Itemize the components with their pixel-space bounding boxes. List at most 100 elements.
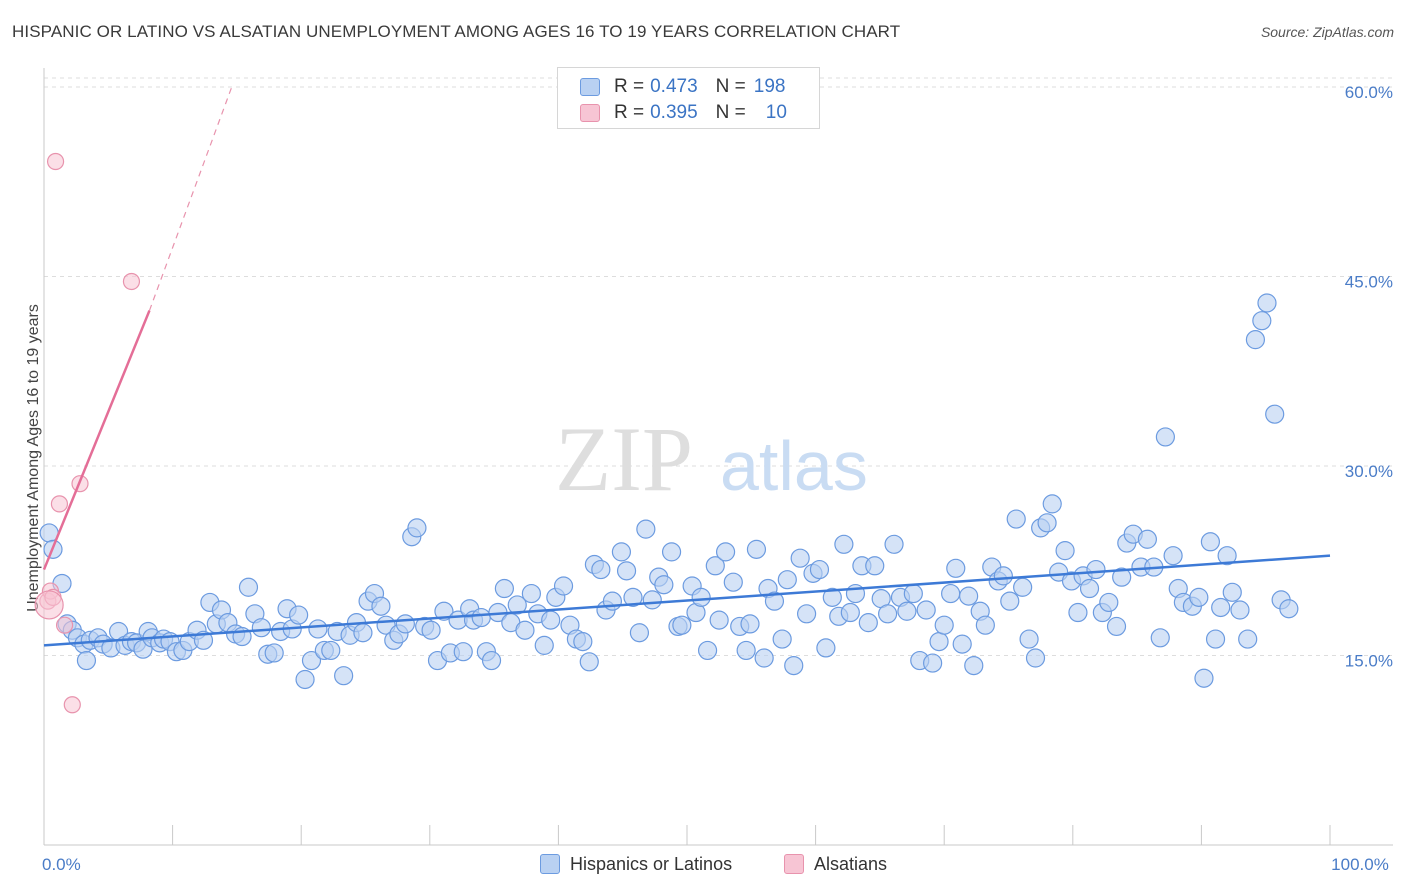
point-hispanics — [573, 631, 593, 652]
x-tick-label: 0.0% — [42, 855, 81, 874]
point-hispanics — [321, 640, 341, 661]
bottom-legend-alsatians: Alsatians — [784, 852, 887, 876]
point-hispanics — [1238, 629, 1258, 649]
point-hispanics — [697, 640, 718, 661]
point-alsatians — [122, 272, 141, 291]
point-hispanics — [642, 590, 662, 610]
legend-n-label: N = — [715, 102, 746, 123]
point-hispanics — [1211, 597, 1231, 618]
point-hispanics — [295, 669, 315, 690]
point-alsatians — [63, 696, 81, 714]
watermark: ZIP atlas — [555, 408, 868, 510]
point-hispanics — [1013, 577, 1033, 597]
x-tick-label: 100.0% — [1331, 855, 1389, 874]
point-hispanics — [1086, 559, 1106, 580]
point-hispanics — [740, 614, 760, 634]
axes — [43, 68, 1393, 846]
point-hispanics — [421, 620, 441, 640]
point-hispanics — [1079, 578, 1100, 599]
point-hispanics — [1025, 648, 1046, 668]
point-hispanics — [76, 650, 97, 671]
point-hispanics — [1006, 509, 1026, 529]
point-hispanics — [764, 591, 785, 611]
point-hispanics — [353, 623, 373, 643]
point-hispanics — [481, 650, 502, 671]
point-hispanics — [884, 534, 904, 554]
point-hispanics — [809, 559, 830, 580]
point-hispanics — [541, 610, 561, 630]
legend-r-label: R = — [614, 76, 645, 97]
trend-line-alsatians — [42, 310, 151, 571]
point-hispanics — [1257, 293, 1277, 313]
point-hispanics — [193, 630, 214, 650]
point-hispanics — [715, 542, 736, 562]
point-hispanics — [1245, 330, 1266, 350]
legend-swatch-hispanics — [580, 78, 600, 96]
point-hispanics — [746, 539, 767, 559]
point-hispanics — [878, 604, 898, 624]
point-hispanics — [784, 655, 804, 676]
correlation-legend: R = 0.473 N = 198 R = 0.395 N = 10 — [557, 67, 820, 129]
point-hispanics — [623, 587, 643, 607]
point-hispanics — [736, 640, 756, 661]
point-hispanics — [709, 610, 729, 630]
point-hispanics — [654, 575, 674, 595]
point-hispanics — [964, 655, 984, 676]
point-hispanics — [840, 602, 860, 623]
point-hispanics — [796, 604, 817, 624]
point-hispanics — [897, 601, 917, 621]
point-hispanics — [790, 548, 810, 568]
point-hispanics — [1194, 668, 1214, 688]
point-hispanics — [507, 595, 527, 615]
point-hispanics — [858, 613, 878, 633]
point-hispanics — [903, 583, 923, 604]
point-hispanics — [1042, 494, 1062, 514]
legend-row-hispanics: R = 0.473 N = 198 — [580, 76, 785, 98]
point-hispanics — [1205, 629, 1226, 649]
point-hispanics — [1150, 628, 1170, 648]
legend-r-value: 0.473 — [650, 76, 698, 97]
point-hispanics — [705, 556, 725, 576]
y-axis-label: Unemployment Among Ages 16 to 19 years — [25, 304, 42, 612]
y-tick-label: 45.0% — [1345, 272, 1393, 291]
point-hispanics — [434, 601, 454, 621]
point-hispanics — [723, 572, 743, 592]
watermark-zip: ZIP — [555, 408, 693, 510]
point-hispanics — [822, 587, 842, 607]
point-hispanics — [1200, 532, 1221, 552]
legend-n-value: 198 — [753, 76, 786, 97]
point-hispanics — [1137, 529, 1157, 549]
point-hispanics — [772, 629, 792, 649]
point-hispanics — [1000, 591, 1020, 611]
point-hispanics — [301, 650, 322, 671]
point-hispanics — [579, 652, 599, 672]
point-hispanics — [534, 635, 554, 655]
point-hispanics — [515, 620, 535, 640]
point-hispanics — [952, 634, 972, 654]
legend-row-alsatians: R = 0.395 N = 10 — [580, 102, 787, 124]
point-hispanics — [602, 591, 623, 611]
point-hispanics — [816, 638, 836, 658]
point-hispanics — [1265, 404, 1285, 424]
chart-title: HISPANIC OR LATINO VS ALSATIAN UNEMPLOYM… — [12, 22, 901, 41]
bottom-legend-hispanics: Hispanics or Latinos — [540, 852, 732, 876]
point-alsatians — [55, 616, 74, 634]
point-hispanics — [1019, 629, 1039, 649]
y-tick-label: 60.0% — [1345, 83, 1393, 102]
legend-r-label: R = — [614, 102, 645, 123]
point-hispanics — [453, 642, 473, 662]
point-hispanics — [777, 570, 797, 590]
point-hispanics — [1037, 513, 1057, 533]
point-hispanics — [521, 583, 541, 604]
point-hispanics — [934, 615, 954, 635]
bottom-legend-swatch-hispanics — [540, 854, 560, 874]
point-hispanics — [959, 586, 979, 606]
legend-n-label: N = — [715, 76, 746, 97]
point-hispanics — [636, 519, 656, 539]
bottom-legend-swatch-alsatians — [784, 854, 804, 874]
point-hispanics — [553, 576, 574, 596]
point-alsatians — [46, 152, 65, 171]
source-label: Source: ZipAtlas.com — [1260, 24, 1394, 40]
point-alsatians — [50, 495, 69, 513]
